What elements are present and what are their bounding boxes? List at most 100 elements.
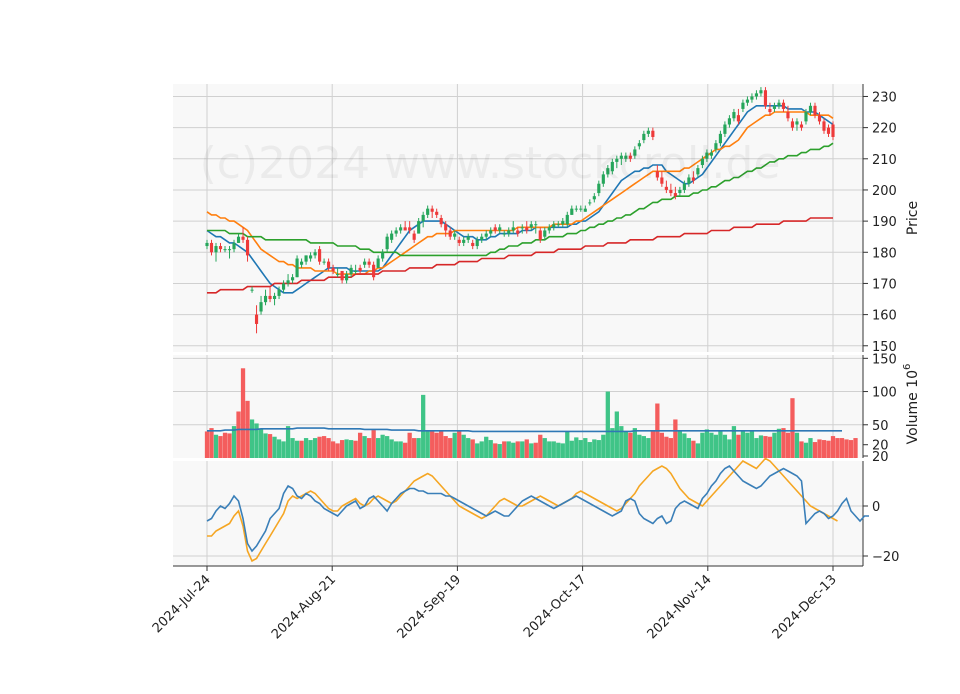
candle-body	[763, 90, 768, 106]
oscillator-tick-label: −20	[872, 550, 899, 565]
volume-bar	[267, 434, 273, 458]
candle-body	[205, 242, 209, 247]
volume-bar	[758, 435, 764, 458]
candle-body	[687, 177, 691, 184]
volume-bar	[628, 432, 633, 458]
candle-body	[309, 255, 313, 259]
volume-bar	[312, 438, 318, 458]
volume-axis-label: Volume 106	[902, 364, 921, 445]
x-tick-label: 2024-Sep-19	[395, 572, 465, 642]
volume-bar	[677, 431, 683, 458]
oscillator-signal-line	[207, 457, 838, 563]
candle-body	[678, 189, 682, 194]
volume-bar	[240, 368, 246, 458]
volume-bar	[222, 432, 228, 458]
candle-body	[790, 121, 795, 128]
candle-body	[385, 236, 389, 250]
candle-body	[236, 236, 241, 243]
volume-bar	[362, 436, 367, 458]
volume-bar	[466, 438, 471, 458]
volume-bar	[542, 438, 547, 458]
volume-bar	[817, 439, 822, 458]
candle-body	[741, 102, 745, 109]
candle-body	[808, 105, 813, 113]
volume-bar	[448, 438, 453, 458]
candle-body	[660, 177, 664, 184]
candle-body	[822, 121, 826, 131]
volume-tick-label: 100	[872, 386, 897, 401]
candle-body	[209, 242, 214, 253]
volume-bar	[421, 394, 426, 458]
volume-bar	[623, 431, 628, 458]
volume-bar	[727, 439, 732, 458]
candle-body	[781, 102, 786, 109]
candle-body	[259, 302, 263, 312]
volume-bar	[475, 443, 480, 458]
candle-body	[597, 183, 601, 194]
candle-body	[358, 267, 362, 271]
volume-bar	[479, 441, 484, 458]
volume-bar	[560, 443, 565, 458]
volume-bar	[249, 419, 255, 458]
candle-body	[682, 183, 686, 190]
candle-body	[263, 295, 268, 303]
candle-body	[457, 239, 461, 243]
volume-bar	[375, 438, 381, 458]
candle-body	[664, 186, 668, 190]
volume-bar	[578, 440, 583, 458]
volume-bar	[254, 423, 259, 458]
volume-bar	[348, 440, 354, 458]
volume-bar	[686, 438, 692, 458]
volume-bar	[700, 432, 705, 458]
volume-bar	[632, 428, 637, 458]
volume-bar	[745, 432, 750, 458]
x-tick-label: 2024-Oct-17	[521, 572, 589, 640]
volume-bar	[781, 428, 786, 458]
candle-body	[628, 155, 632, 159]
volume-bar	[290, 438, 295, 458]
volume-bar	[839, 438, 845, 458]
volume-bar	[497, 444, 502, 458]
x-tick-label: 2024-Jul-24	[150, 572, 214, 636]
volume-bar	[484, 436, 489, 458]
candle-body	[606, 168, 610, 175]
volume-bar	[844, 439, 849, 458]
candle-body	[799, 124, 804, 128]
volume-bar	[803, 442, 809, 458]
volume-bar	[740, 431, 746, 458]
x-tick-label: 2024-Nov-14	[645, 572, 715, 642]
volume-bar	[502, 441, 507, 458]
volume-tick-label: 50	[872, 419, 889, 434]
candle-body	[489, 230, 493, 234]
volume-bar	[321, 436, 327, 458]
candle-body	[795, 121, 799, 125]
volume-bar	[808, 438, 813, 458]
price-tick-label: 200	[872, 184, 897, 199]
oscillator-panel-background	[173, 461, 863, 566]
volume-bar	[538, 434, 543, 458]
price-tick-label: 190	[872, 215, 897, 230]
volume-bar	[452, 432, 457, 458]
volume-bar	[412, 438, 417, 458]
price-axis-label: Price	[905, 201, 921, 235]
volume-bar	[470, 439, 475, 458]
candle-body	[507, 230, 511, 234]
x-tick-label: 2024-Aug-21	[269, 572, 339, 642]
volume-bar	[592, 439, 597, 458]
candle-body	[772, 105, 777, 109]
candle-body	[520, 227, 524, 229]
candle-body	[813, 105, 817, 116]
oscillator-tick-label: 0	[872, 500, 880, 515]
candle-body	[732, 112, 736, 119]
candle-body	[471, 242, 475, 247]
volume-bar	[547, 441, 552, 458]
candle-body	[336, 274, 340, 276]
volume-bar	[794, 432, 800, 458]
volume-bar	[551, 441, 556, 458]
volume-bar	[763, 436, 768, 458]
volume-bar	[227, 433, 232, 458]
candle-body	[272, 295, 277, 300]
volume-bar	[695, 443, 701, 458]
price-tick-label: 180	[872, 246, 897, 261]
candle-body	[448, 230, 452, 237]
